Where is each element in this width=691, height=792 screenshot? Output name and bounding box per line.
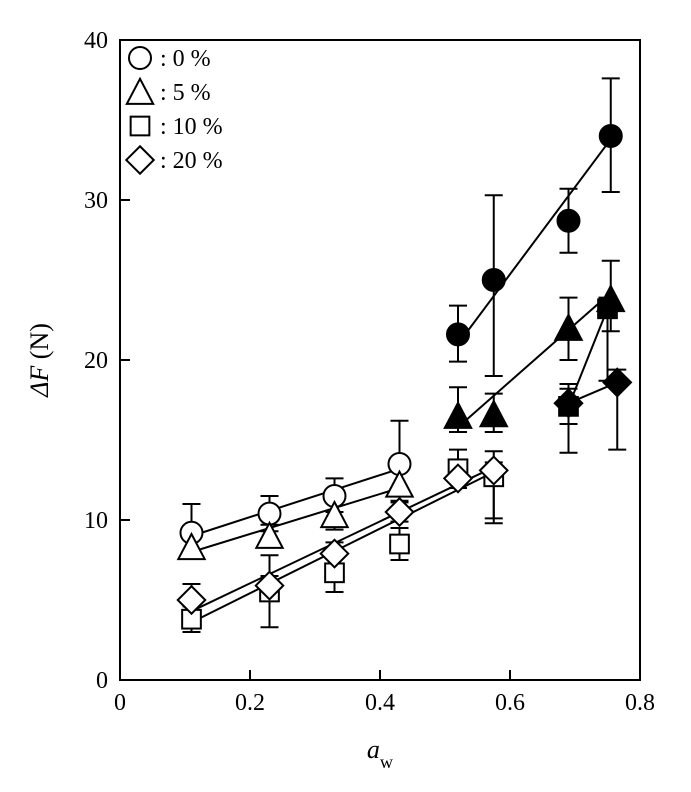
chart-container: 00.20.40.60.8010203040awΔF (N): 0 %: 5 %… <box>0 0 691 792</box>
svg-text:0.6: 0.6 <box>495 690 525 716</box>
svg-text:20: 20 <box>84 348 108 374</box>
legend-label: : 20 % <box>160 148 223 174</box>
legend-label: : 0 % <box>160 46 211 72</box>
svg-text:30: 30 <box>84 188 108 214</box>
y-axis-label: ΔF (N) <box>25 323 54 398</box>
svg-text:0.2: 0.2 <box>235 690 265 716</box>
svg-text:0.8: 0.8 <box>625 690 655 716</box>
svg-text:0.4: 0.4 <box>365 690 395 716</box>
svg-text:0: 0 <box>114 690 126 716</box>
legend-label: : 5 % <box>160 80 211 106</box>
svg-text:0: 0 <box>96 668 108 694</box>
legend-label: : 10 % <box>160 114 223 140</box>
svg-text:10: 10 <box>84 508 108 534</box>
chart-svg: 00.20.40.60.8010203040awΔF (N): 0 %: 5 %… <box>0 0 691 792</box>
svg-text:40: 40 <box>84 28 108 54</box>
